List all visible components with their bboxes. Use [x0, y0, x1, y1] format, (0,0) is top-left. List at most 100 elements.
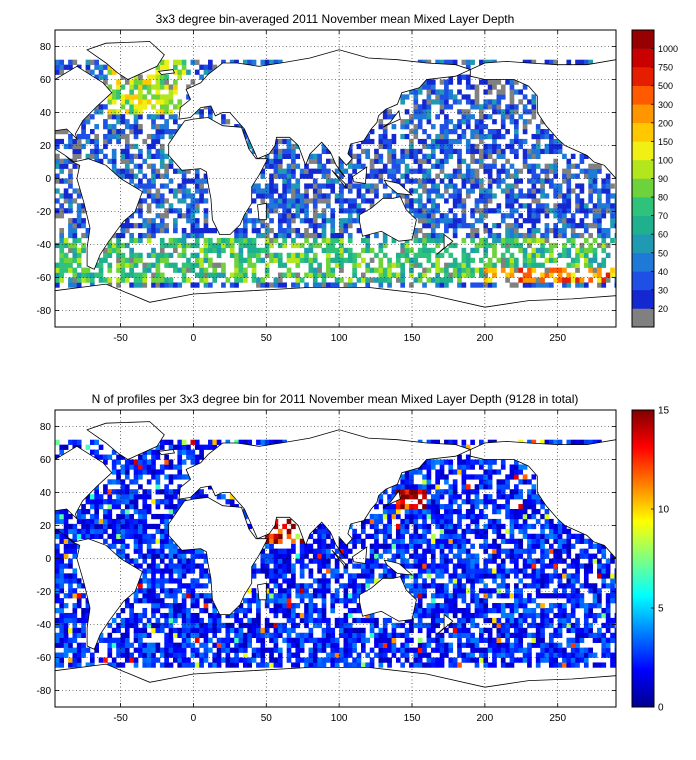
count-bin-cell — [422, 608, 427, 614]
mld-bin-cell — [190, 282, 196, 288]
count-bin-cell — [103, 523, 108, 530]
count-bin-cell — [312, 528, 318, 535]
count-bin-cell — [304, 632, 309, 638]
count-bin-cell — [404, 523, 410, 530]
count-bin-cell — [448, 622, 454, 629]
mld-bin-cell — [295, 262, 301, 268]
count-bin-cell — [588, 652, 593, 658]
count-bin-cell — [173, 568, 178, 574]
count-bin-cell — [570, 543, 576, 549]
count-bin-cell — [509, 622, 515, 629]
count-bin-cell — [295, 637, 301, 643]
mld-bin-cell — [548, 267, 554, 273]
mld-bin-cell — [142, 79, 148, 85]
mld-bin-cell — [326, 272, 331, 278]
mld-bin-cell — [129, 99, 134, 105]
count-bin-cell — [548, 622, 554, 629]
count-bin-cell — [124, 603, 130, 609]
count-bin-cell — [444, 588, 449, 594]
mld-bin-cell — [203, 272, 209, 278]
count-bin-cell — [562, 543, 567, 549]
count-bin-cell — [365, 617, 371, 624]
count-bin-cell — [575, 632, 580, 638]
mld-bin-cell — [326, 262, 331, 268]
mld-bin-cell — [55, 64, 60, 70]
mld-bin-cell — [129, 252, 134, 258]
mld-bin-cell — [579, 188, 585, 194]
mld-bin-cell — [282, 213, 287, 219]
count-bin-cell — [404, 558, 410, 564]
mld-bin-cell — [186, 277, 191, 283]
mld-bin-cell — [264, 208, 270, 214]
count-bin-cell — [282, 622, 287, 629]
mld-bin-cell — [295, 178, 301, 184]
count-bin-cell — [500, 608, 506, 614]
mld-bin-cell — [369, 247, 375, 254]
mld-bin-cell — [365, 138, 371, 145]
mld-bin-cell — [277, 213, 283, 219]
mld-bin-cell — [597, 193, 602, 199]
count-bin-cell — [186, 548, 191, 554]
mld-bin-cell — [610, 213, 615, 219]
mld-bin-cell — [387, 143, 392, 150]
mld-bin-cell — [186, 178, 191, 184]
count-bin-cell — [356, 593, 362, 599]
count-bin-cell — [439, 558, 445, 564]
count-bin-cell — [343, 652, 349, 658]
count-bin-cell — [452, 632, 458, 638]
count-bin-cell — [531, 563, 537, 569]
mld-bin-cell — [242, 228, 248, 234]
mld-bin-cell — [242, 237, 248, 244]
count-bin-cell — [369, 617, 375, 624]
count-bin-cell — [527, 608, 532, 614]
mld-bin-cell — [496, 173, 502, 179]
mld-bin-cell — [98, 148, 104, 155]
count-bin-cell — [173, 608, 178, 614]
mld-bin-cell — [562, 153, 567, 159]
count-bin-cell — [55, 588, 60, 594]
mld-bin-cell — [264, 272, 270, 278]
count-bin-cell — [588, 627, 593, 634]
count-bin-cell — [72, 533, 78, 539]
mld-bin-cell — [426, 178, 432, 184]
mld-bin-cell — [273, 237, 279, 244]
mld-bin-cell — [391, 148, 397, 155]
mld-bin-cell — [378, 153, 384, 159]
count-bin-cell — [291, 617, 296, 624]
mld-bin-cell — [505, 277, 510, 283]
mld-bin-cell — [592, 178, 598, 184]
count-bin-cell — [68, 528, 73, 535]
count-bin-cell — [269, 543, 274, 549]
count-bin-cell — [133, 518, 139, 525]
count-bin-cell — [505, 603, 510, 609]
count-bin-cell — [575, 657, 580, 663]
count-bin-cell — [194, 662, 200, 668]
mld-bin-cell — [164, 257, 169, 263]
count-bin-cell — [304, 612, 309, 619]
count-bin-cell — [164, 647, 169, 653]
mld-bin-cell — [465, 252, 471, 258]
mld-bin-cell — [487, 282, 493, 288]
count-bin-cell — [343, 627, 349, 634]
mld-bin-cell — [277, 223, 283, 229]
mld-bin-cell — [186, 188, 191, 194]
mld-bin-cell — [72, 272, 78, 278]
count-bin-cell — [465, 553, 471, 559]
count-bin-cell — [286, 593, 292, 599]
mld-bin-cell — [509, 119, 515, 125]
count-bin-cell — [308, 627, 314, 634]
mld-bin-cell — [409, 148, 414, 155]
count-bin-cell — [146, 533, 152, 539]
count-bin-cell — [142, 568, 148, 574]
mld-bin-cell — [146, 148, 152, 155]
count-bin-cell — [59, 662, 65, 668]
mld-bin-cell — [181, 262, 187, 268]
count-bin-cell — [251, 622, 257, 629]
mld-bin-cell — [212, 267, 218, 273]
count-bin-cell — [181, 598, 187, 604]
count-bin-cell — [308, 662, 314, 668]
mld-bin-cell — [312, 252, 318, 258]
count-bin-cell — [522, 573, 528, 579]
mld-bin-cell — [321, 272, 327, 278]
mld-bin-cell — [124, 272, 130, 278]
